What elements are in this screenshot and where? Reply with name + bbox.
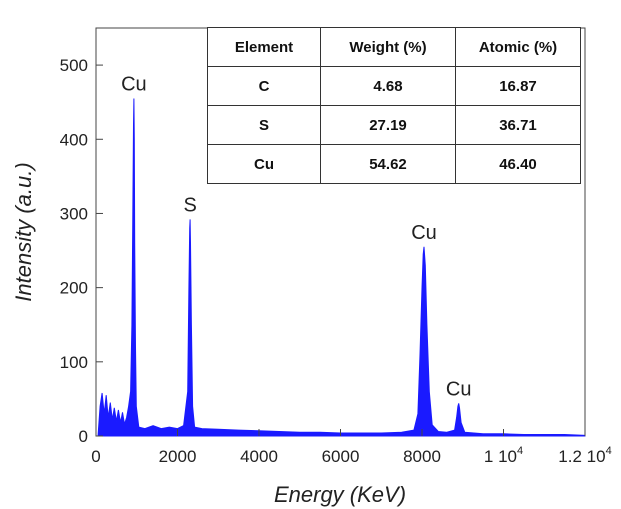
cell-element: Cu: [207, 144, 321, 184]
x-tick-label: 8000: [403, 447, 441, 466]
cell-weight: 54.62: [320, 144, 456, 184]
spectrum-layer: [97, 98, 586, 437]
y-tick-label: 200: [60, 279, 88, 298]
x-tick-label: 1 104: [484, 445, 523, 466]
y-tick-label: 500: [60, 56, 88, 75]
cell-atomic: 46.40: [455, 144, 581, 184]
x-axis-title: Energy (KeV): [274, 482, 406, 507]
composition-table: Element Weight (%) Atomic (%) C 4.68 16.…: [207, 27, 581, 184]
cell-element: C: [207, 66, 321, 106]
table-row: Cu 54.62 46.40: [207, 144, 581, 184]
spectrum-series: [97, 98, 586, 437]
x-tick-label: 0: [91, 447, 100, 466]
x-tick-label: 4000: [240, 447, 278, 466]
x-tick-label: 6000: [322, 447, 360, 466]
peak-label: Cu: [446, 378, 472, 400]
x-tick-label: 1.2 104: [558, 445, 611, 466]
x-tick-label: 2000: [159, 447, 197, 466]
peak-label: Cu: [411, 222, 437, 244]
y-tick-label: 300: [60, 204, 88, 223]
header-atomic: Atomic (%): [455, 27, 581, 67]
cell-atomic: 36.71: [455, 105, 581, 145]
table-header-row: Element Weight (%) Atomic (%): [207, 27, 581, 67]
ticks-layer: 0 100 200 300 400 500 0 2000 4000 6000 8000 1 104 1.…: [60, 56, 612, 466]
header-weight: Weight (%): [320, 27, 456, 67]
y-tick-label: 100: [60, 353, 88, 372]
table-row: S 27.19 36.71: [207, 105, 581, 145]
y-axis-title: Intensity (a.u.): [11, 162, 36, 301]
cell-element: S: [207, 105, 321, 145]
cell-weight: 27.19: [320, 105, 456, 145]
peak-label: S: [183, 194, 196, 216]
table-row: C 4.68 16.87: [207, 66, 581, 106]
header-element: Element: [207, 27, 321, 67]
y-tick-label: 400: [60, 130, 88, 149]
y-tick-label: 0: [79, 427, 88, 446]
cell-weight: 4.68: [320, 66, 456, 106]
cell-atomic: 16.87: [455, 66, 581, 106]
peak-label: Cu: [121, 73, 147, 95]
